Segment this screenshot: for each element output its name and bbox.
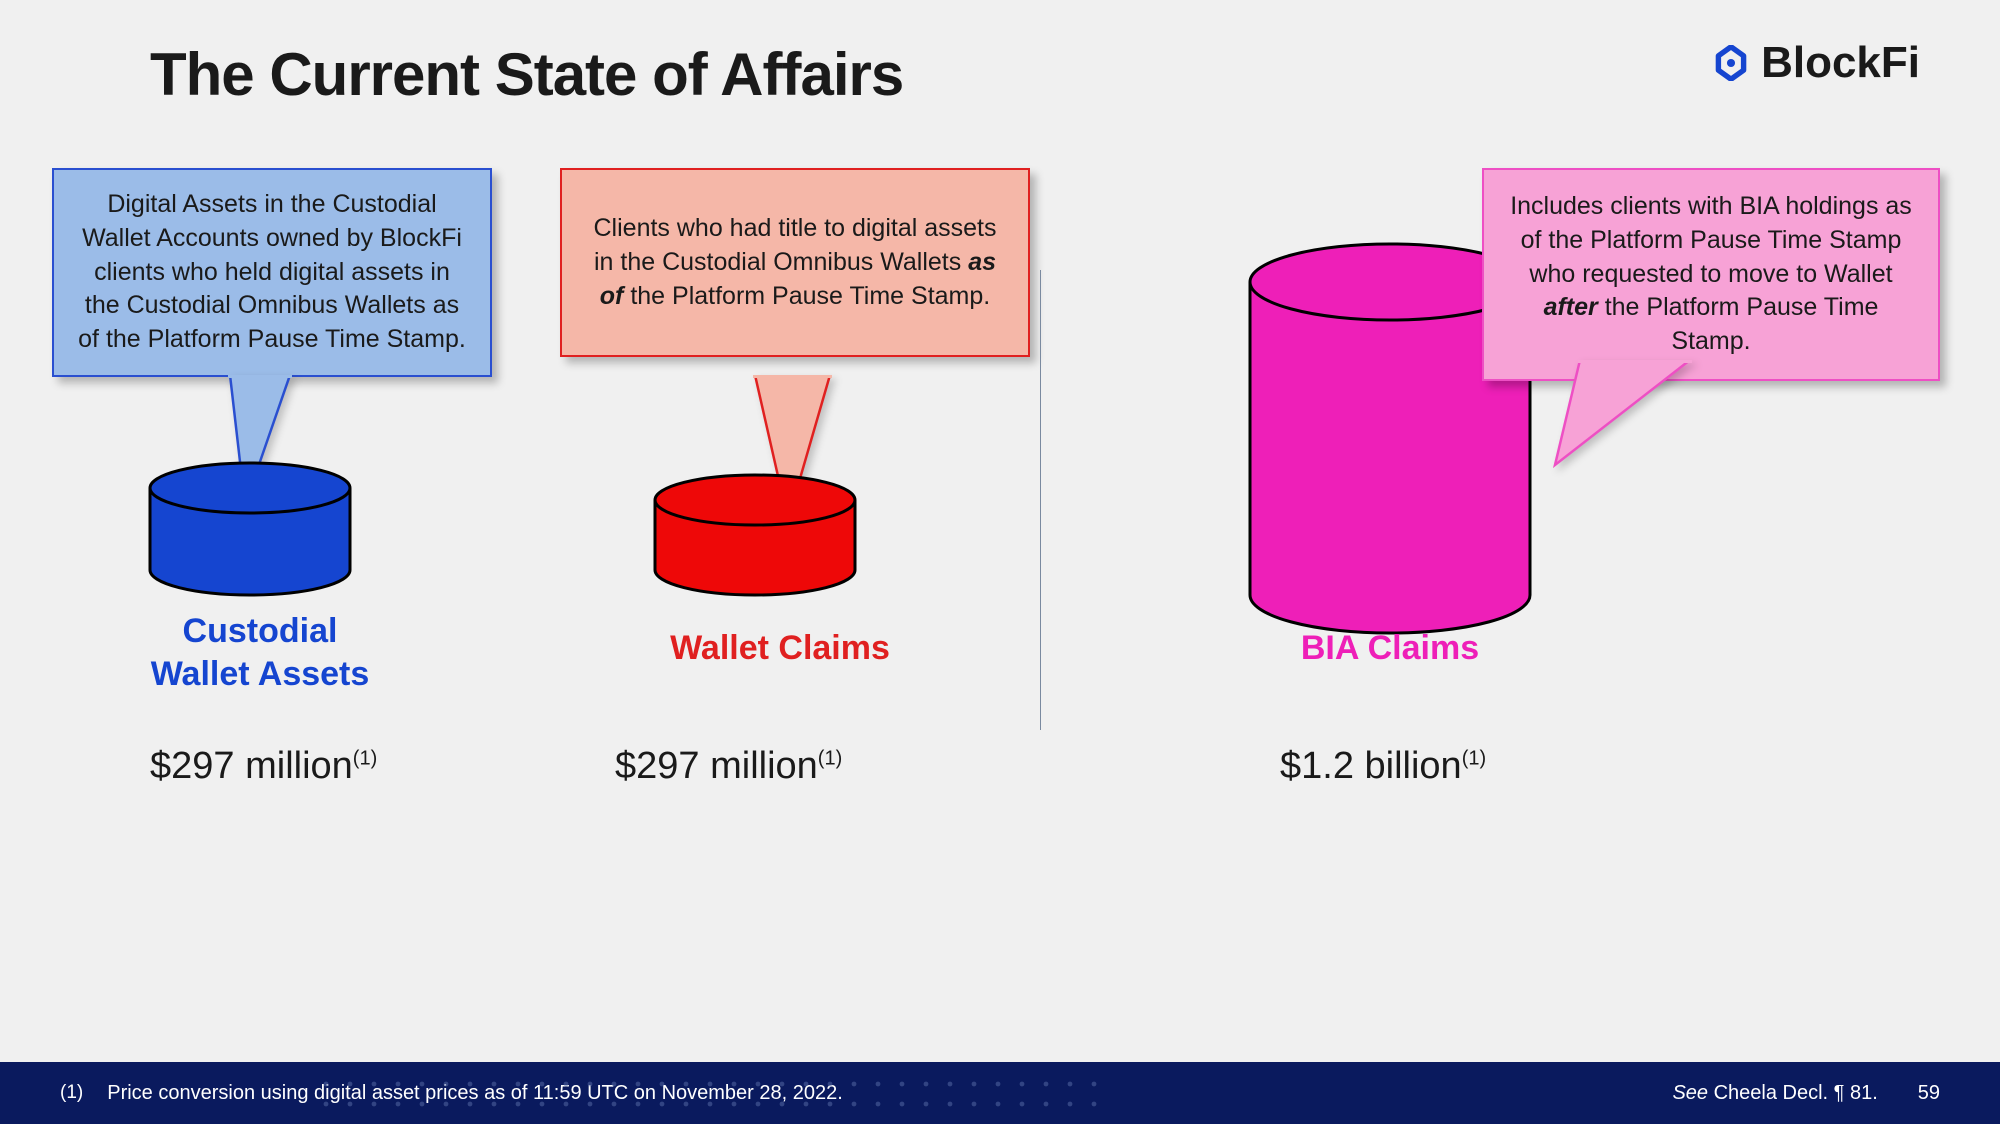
slide-title: The Current State of Affairs <box>150 40 903 109</box>
callout-wallet-pre: Clients who had title to digital assets … <box>594 214 997 276</box>
label-bia: BIA Claims <box>1160 627 1620 670</box>
callout-bia-post: the Platform Pause Time Stamp. <box>1598 293 1879 355</box>
blockfi-logo-text: BlockFi <box>1761 38 1920 88</box>
page-number: 59 <box>1918 1082 1940 1105</box>
amount-wallet: $297 million(1) <box>615 745 842 788</box>
callout-bia-bold: after <box>1544 293 1598 321</box>
label-custodial: Custodial Wallet Assets <box>0 610 520 695</box>
amount-bia: $1.2 billion(1) <box>1280 745 1486 788</box>
callout-bia: Includes clients with BIA holdings as of… <box>1482 168 1940 381</box>
blockfi-logo: BlockFi <box>1713 38 1920 88</box>
amount-wallet-marker: (1) <box>818 747 842 769</box>
label-custodial-line1: Custodial <box>183 612 338 650</box>
callout-custodial: Digital Assets in the Custodial Wallet A… <box>52 168 492 377</box>
amount-bia-value: $1.2 billion <box>1280 745 1462 787</box>
callout-bia-pre: Includes clients with BIA holdings as of… <box>1510 192 1912 288</box>
callout-wallet: Clients who had title to digital assets … <box>560 168 1030 357</box>
label-custodial-line2: Wallet Assets <box>151 655 370 693</box>
amount-custodial-marker: (1) <box>353 747 377 769</box>
callout-wallet-post: the Platform Pause Time Stamp. <box>623 282 990 310</box>
label-wallet: Wallet Claims <box>520 627 1040 670</box>
callout-bia-tail <box>1550 360 1710 485</box>
amount-custodial-value: $297 million <box>150 745 353 787</box>
amount-custodial: $297 million(1) <box>150 745 377 788</box>
callout-custodial-text: Digital Assets in the Custodial Wallet A… <box>78 190 466 353</box>
footer: (1) Price conversion using digital asset… <box>0 1062 2000 1124</box>
column-bia: Includes clients with BIA holdings as of… <box>1040 160 2000 860</box>
footer-right: See Cheela Decl. ¶ 81. 59 <box>1672 1082 1940 1105</box>
footnote-marker: (1) <box>60 1082 83 1104</box>
column-custodial: Digital Assets in the Custodial Wallet A… <box>0 160 520 860</box>
cylinder-wallet <box>650 460 860 580</box>
footer-citation: See Cheela Decl. ¶ 81. <box>1672 1082 1877 1105</box>
columns-container: Digital Assets in the Custodial Wallet A… <box>0 160 2000 860</box>
amount-wallet-value: $297 million <box>615 745 818 787</box>
footer-see-prefix: See <box>1672 1082 1708 1104</box>
footer-see-cite: Cheela Decl. ¶ 81. <box>1708 1082 1878 1104</box>
amount-bia-marker: (1) <box>1462 747 1486 769</box>
footer-dots-decoration <box>320 1070 1140 1116</box>
column-divider <box>1040 270 1041 730</box>
cylinder-custodial <box>145 460 355 580</box>
slide: The Current State of Affairs BlockFi Dig… <box>0 0 2000 1124</box>
column-wallet: Clients who had title to digital assets … <box>520 160 1040 860</box>
blockfi-logo-icon <box>1713 45 1749 81</box>
